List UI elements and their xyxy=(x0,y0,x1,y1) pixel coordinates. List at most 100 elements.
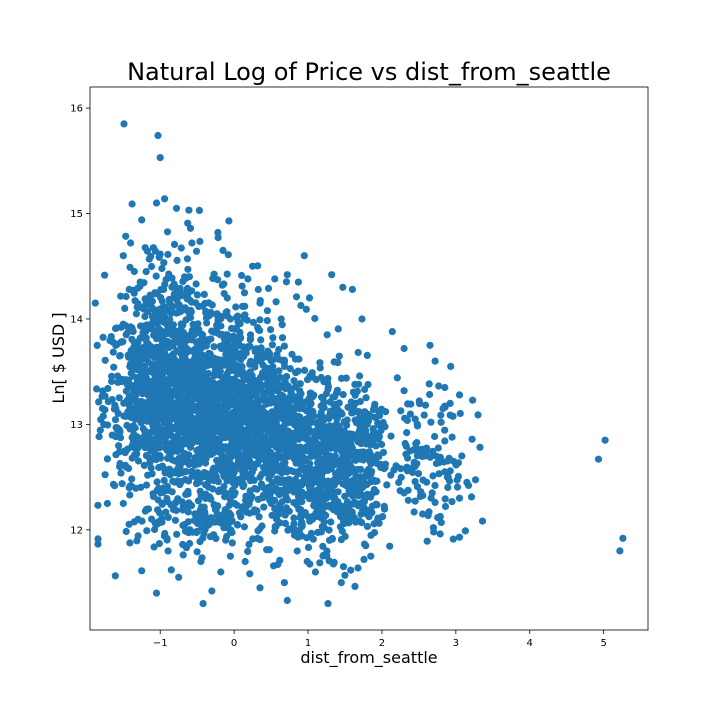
data-point xyxy=(347,490,355,498)
data-point xyxy=(413,483,421,491)
data-point xyxy=(455,533,464,541)
data-point xyxy=(426,453,434,461)
data-point xyxy=(108,377,116,385)
data-point xyxy=(339,563,348,571)
data-point xyxy=(320,404,328,412)
data-point xyxy=(169,389,177,397)
data-point xyxy=(296,380,304,388)
data-point xyxy=(594,455,603,463)
data-point xyxy=(275,367,283,375)
data-point xyxy=(108,431,116,439)
data-point xyxy=(269,363,277,371)
data-point xyxy=(93,385,101,393)
data-point xyxy=(169,324,177,332)
data-point xyxy=(251,449,259,457)
data-point xyxy=(230,491,238,499)
data-point xyxy=(382,408,390,416)
data-point xyxy=(196,538,204,546)
data-point xyxy=(182,411,190,419)
data-point xyxy=(202,314,211,322)
data-point xyxy=(236,354,244,362)
data-point xyxy=(267,326,275,334)
data-point xyxy=(316,359,324,367)
data-point xyxy=(143,247,151,255)
data-point xyxy=(277,400,286,408)
data-point xyxy=(240,481,248,489)
data-point xyxy=(199,600,207,608)
data-point xyxy=(184,518,192,526)
data-point xyxy=(226,552,234,560)
data-point xyxy=(270,412,278,420)
data-point xyxy=(303,534,311,542)
data-point xyxy=(258,522,266,530)
data-point xyxy=(268,377,276,386)
data-point xyxy=(137,366,145,374)
data-point xyxy=(222,536,230,544)
data-point xyxy=(161,317,169,325)
data-point xyxy=(269,334,277,342)
data-point xyxy=(166,397,174,405)
data-point xyxy=(421,452,429,460)
data-point xyxy=(223,426,231,434)
data-point xyxy=(169,477,177,485)
data-point xyxy=(137,415,145,423)
scatter-points xyxy=(91,120,627,608)
data-point xyxy=(140,303,148,311)
data-point xyxy=(279,392,287,400)
data-point xyxy=(323,331,331,339)
data-point xyxy=(316,559,324,567)
data-point xyxy=(363,351,371,359)
data-point xyxy=(256,584,264,592)
data-point xyxy=(441,383,449,392)
data-point xyxy=(233,423,241,431)
data-point xyxy=(182,306,191,314)
data-point xyxy=(218,281,226,289)
data-point xyxy=(170,339,179,347)
data-point xyxy=(104,384,112,393)
data-point xyxy=(164,486,172,494)
data-point xyxy=(215,488,223,496)
data-point xyxy=(246,570,254,578)
data-point xyxy=(266,441,274,449)
data-point xyxy=(246,509,254,517)
data-point xyxy=(257,336,265,344)
data-point xyxy=(193,437,201,445)
data-point xyxy=(247,357,255,365)
data-point xyxy=(124,351,132,359)
data-point xyxy=(148,304,156,312)
data-point xyxy=(213,510,221,518)
data-point xyxy=(190,331,199,339)
data-point xyxy=(325,501,333,510)
data-point xyxy=(345,430,353,438)
data-point xyxy=(230,396,238,405)
data-point xyxy=(170,240,179,248)
data-point xyxy=(126,491,134,499)
data-point xyxy=(277,443,285,451)
data-point xyxy=(199,455,207,463)
data-point xyxy=(295,505,303,514)
data-point xyxy=(223,270,231,278)
data-point xyxy=(298,520,306,529)
data-point xyxy=(214,329,223,338)
data-point xyxy=(108,372,116,380)
data-point xyxy=(224,492,232,500)
data-point xyxy=(421,401,430,409)
data-point xyxy=(99,333,107,341)
data-point xyxy=(380,502,388,510)
data-point xyxy=(283,596,291,605)
data-point xyxy=(216,435,225,443)
data-point xyxy=(369,406,378,414)
data-point xyxy=(241,311,249,319)
data-point xyxy=(230,468,238,476)
data-point xyxy=(348,464,356,472)
data-point xyxy=(238,504,246,512)
data-point xyxy=(461,527,469,535)
data-point xyxy=(272,522,280,530)
data-point xyxy=(207,335,215,343)
data-point xyxy=(194,446,202,454)
data-point xyxy=(220,390,229,398)
data-point xyxy=(353,408,362,416)
data-point xyxy=(306,395,314,403)
data-point xyxy=(185,206,193,214)
data-point xyxy=(160,259,168,267)
